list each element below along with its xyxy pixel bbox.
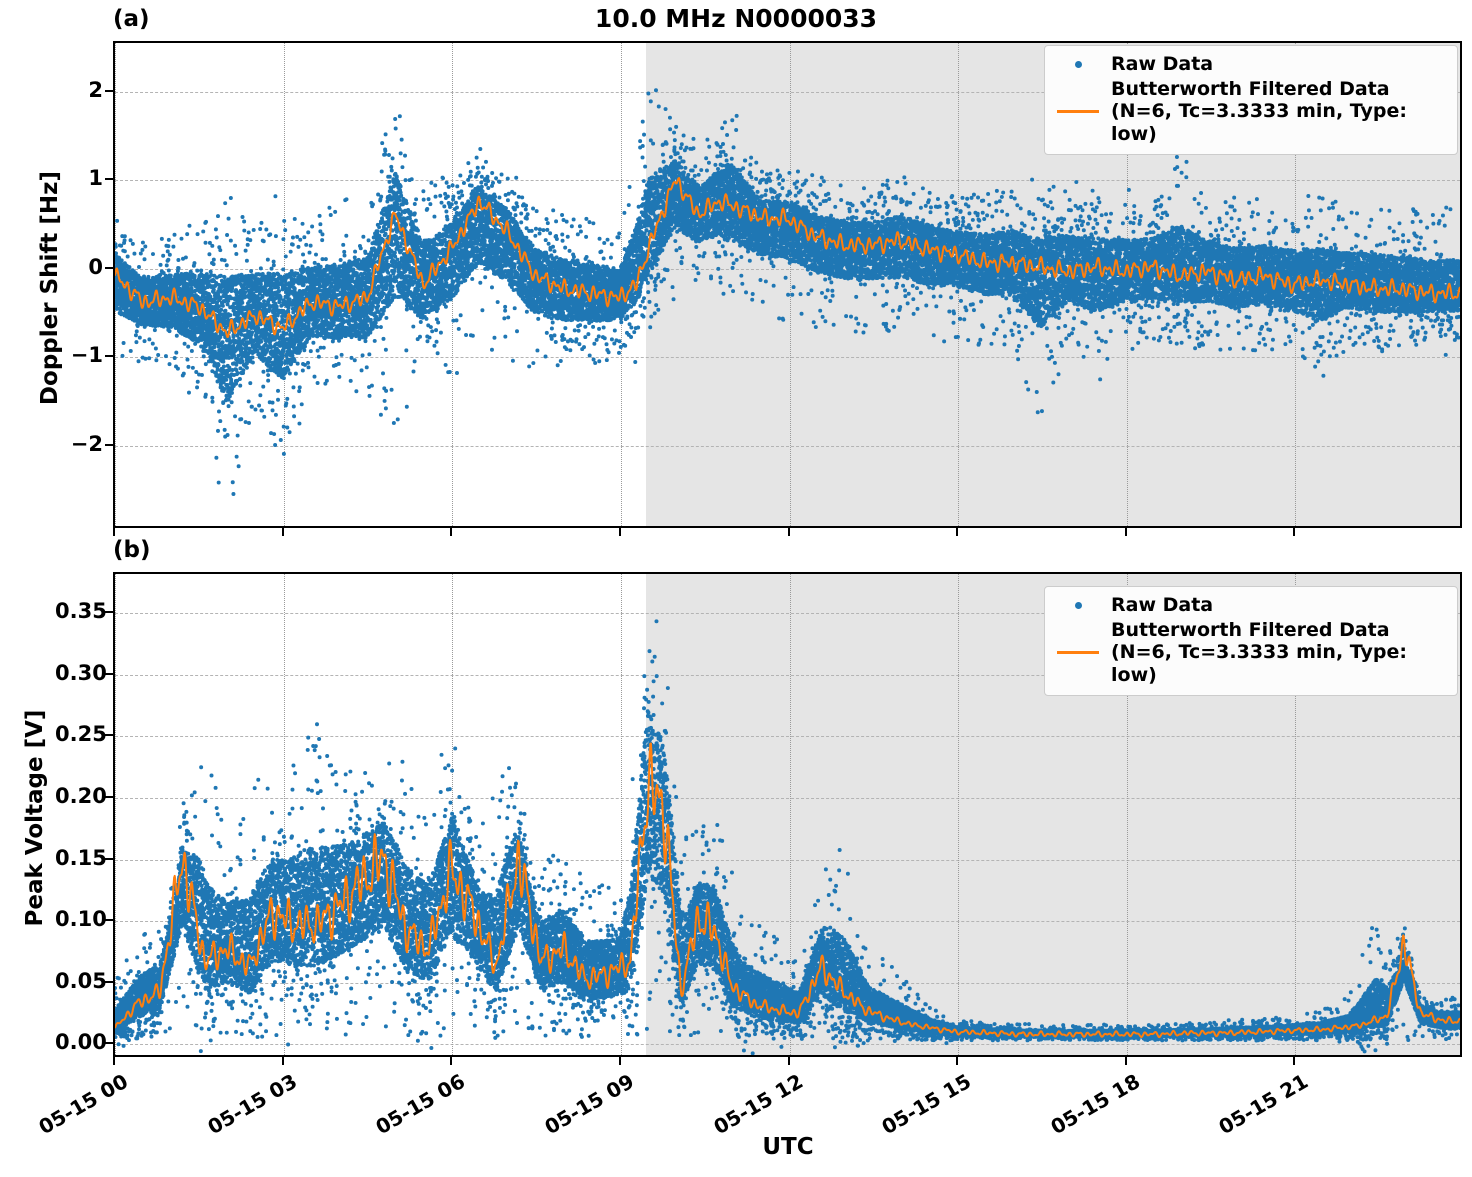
xtick-mark bbox=[113, 1057, 115, 1065]
xtick-label: 05-15 09 bbox=[474, 1069, 638, 1177]
xtick-mark bbox=[788, 1057, 790, 1065]
xtick-mark bbox=[282, 528, 284, 536]
panel-b-tag: (b) bbox=[113, 537, 151, 563]
xtick-label: 05-15 06 bbox=[306, 1069, 470, 1177]
figure-title: 10.0 MHz N0000033 bbox=[0, 4, 1472, 33]
ytick-mark bbox=[105, 734, 113, 736]
panel-b-ylabel: Peak Voltage [V] bbox=[22, 668, 48, 968]
ytick-mark bbox=[105, 178, 113, 180]
ytick-label: 1 bbox=[55, 166, 103, 190]
xtick-label: 05-15 12 bbox=[643, 1069, 807, 1177]
xtick-mark bbox=[282, 1057, 284, 1065]
xtick-mark bbox=[956, 1057, 958, 1065]
xtick-mark bbox=[1293, 528, 1295, 536]
ytick-label: 0.00 bbox=[55, 1030, 103, 1054]
ytick-mark bbox=[105, 611, 113, 613]
legend-label-raw: Raw Data bbox=[1111, 53, 1213, 75]
ytick-mark bbox=[105, 90, 113, 92]
xtick-mark bbox=[619, 528, 621, 536]
xtick-mark bbox=[450, 528, 452, 536]
legend-label-filtered: Butterworth Filtered Data (N=6, Tc=3.333… bbox=[1111, 78, 1445, 145]
ytick-label: −1 bbox=[55, 343, 103, 367]
xtick-mark bbox=[450, 1057, 452, 1065]
legend-entry-raw[interactable]: Raw Data bbox=[1055, 594, 1445, 616]
ytick-mark bbox=[105, 796, 113, 798]
ytick-mark bbox=[105, 858, 113, 860]
legend-label-raw: Raw Data bbox=[1111, 594, 1213, 616]
ytick-label: 0.35 bbox=[55, 599, 103, 623]
ytick-label: 0 bbox=[55, 255, 103, 279]
ytick-mark bbox=[105, 673, 113, 675]
xtick-mark bbox=[1125, 528, 1127, 536]
ytick-label: −2 bbox=[55, 432, 103, 456]
ytick-mark bbox=[105, 444, 113, 446]
legend-marker-filtered bbox=[1055, 651, 1101, 654]
xtick-mark bbox=[788, 528, 790, 536]
ytick-mark bbox=[105, 919, 113, 921]
ytick-label: 0.30 bbox=[55, 661, 103, 685]
xtick-label: 05-15 00 bbox=[0, 1069, 132, 1177]
panel-a-tag: (a) bbox=[113, 6, 150, 32]
ytick-mark bbox=[105, 355, 113, 357]
legend-entry-filtered[interactable]: Butterworth Filtered Data (N=6, Tc=3.333… bbox=[1055, 78, 1445, 145]
panel-b-legend[interactable]: Raw Data Butterworth Filtered Data (N=6,… bbox=[1044, 586, 1458, 696]
ytick-mark bbox=[105, 981, 113, 983]
xtick-mark bbox=[1293, 1057, 1295, 1065]
legend-marker-filtered bbox=[1055, 110, 1101, 113]
legend-marker-raw bbox=[1055, 602, 1101, 609]
panel-a-legend[interactable]: Raw Data Butterworth Filtered Data (N=6,… bbox=[1044, 45, 1458, 155]
legend-entry-filtered[interactable]: Butterworth Filtered Data (N=6, Tc=3.333… bbox=[1055, 619, 1445, 686]
ytick-label: 0.10 bbox=[55, 907, 103, 931]
xtick-label: 05-15 21 bbox=[1149, 1069, 1313, 1177]
ytick-mark bbox=[105, 1042, 113, 1044]
xtick-label: 05-15 15 bbox=[812, 1069, 976, 1177]
xtick-label: 05-15 03 bbox=[137, 1069, 301, 1177]
xtick-mark bbox=[619, 1057, 621, 1065]
ytick-label: 0.20 bbox=[55, 784, 103, 808]
legend-marker-raw bbox=[1055, 61, 1101, 68]
ytick-label: 2 bbox=[55, 78, 103, 102]
ytick-label: 0.15 bbox=[55, 846, 103, 870]
xtick-mark bbox=[113, 528, 115, 536]
ytick-label: 0.05 bbox=[55, 969, 103, 993]
xtick-mark bbox=[956, 528, 958, 536]
xtick-mark bbox=[1125, 1057, 1127, 1065]
legend-entry-raw[interactable]: Raw Data bbox=[1055, 53, 1445, 75]
xtick-label: 05-15 18 bbox=[980, 1069, 1144, 1177]
ytick-mark bbox=[105, 267, 113, 269]
legend-label-filtered: Butterworth Filtered Data (N=6, Tc=3.333… bbox=[1111, 619, 1445, 686]
ytick-label: 0.25 bbox=[55, 722, 103, 746]
